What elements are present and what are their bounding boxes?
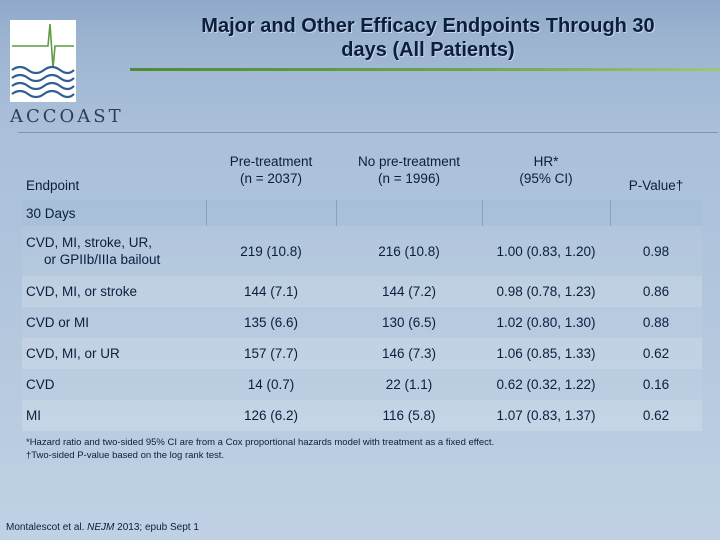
section-label: 30 Days: [26, 205, 76, 221]
title-line-1: Major and Other Efficacy Endpoints Throu…: [201, 15, 655, 37]
endpoint-cell: CVD or MI: [26, 315, 90, 330]
footnotes: *Hazard ratio and two-sided 95% CI are f…: [26, 436, 666, 462]
endpoint-cell: CVD, MI, stroke, UR, or GPIIb/IIIa bailo…: [22, 226, 206, 276]
section-empty-cell: [335, 200, 482, 226]
no-pre-treatment-cell: 22 (1.1): [385, 377, 433, 392]
header-nopre-line1: No pre-treatment: [357, 154, 461, 169]
endpoint-cell: CVD: [26, 377, 55, 392]
endpoint-cell: MI: [26, 408, 41, 423]
p-value-cell: 0.16: [642, 377, 670, 392]
header-hr-line1: HR*: [533, 154, 559, 169]
endpoint-cell: CVD, MI, or UR: [26, 346, 120, 361]
p-value-cell: 0.86: [642, 284, 670, 299]
endpoint-cell: CVD, MI, or stroke: [26, 284, 138, 299]
pre-treatment-cell: 219 (10.8): [240, 243, 302, 259]
citation-authors: Montalescot et al.: [6, 522, 88, 533]
no-pre-treatment-cell: 216 (10.8): [378, 243, 440, 259]
p-value-cell: 0.88: [642, 315, 670, 330]
table-row: CVD, MI, or stroke 144 (7.1) 144 (7.2) 0…: [22, 276, 702, 307]
endpoint-line1: CVD, MI, stroke, UR,: [26, 235, 153, 250]
hazard-ratio-cell: 1.02 (0.80, 1.30): [496, 315, 596, 330]
header-hazard-ratio: HR* (95% CI): [482, 140, 610, 200]
table-row: CVD 14 (0.7) 22 (1.1) 0.62 (0.32, 1.22) …: [22, 369, 702, 400]
title-line-2: days (All Patients): [341, 39, 515, 61]
pre-treatment-cell: 14 (0.7): [247, 377, 295, 392]
no-pre-treatment-cell: 146 (7.3): [381, 346, 437, 361]
footnote-hazard-ratio: *Hazard ratio and two-sided 95% CI are f…: [26, 437, 495, 448]
hazard-ratio-cell: 0.98 (0.78, 1.23): [496, 284, 596, 299]
hazard-ratio-cell: 1.06 (0.85, 1.33): [496, 346, 596, 361]
no-pre-treatment-cell: 130 (6.5): [381, 315, 437, 330]
header-pre-line2: (n = 2037): [240, 171, 302, 186]
page-title: Major and Other Efficacy Endpoints Throu…: [148, 14, 708, 62]
header-p-value: P-Value†: [628, 178, 684, 193]
section-empty-cell: [205, 200, 336, 226]
citation: Montalescot et al. NEJM 2013; epub Sept …: [6, 522, 199, 533]
p-value-cell: 0.62: [642, 408, 670, 423]
pre-treatment-cell: 144 (7.1): [243, 284, 299, 299]
pre-treatment-cell: 126 (6.2): [243, 408, 299, 423]
table-header-row: Endpoint Pre-treatment (n = 2037) No pre…: [22, 140, 702, 200]
title-underline: [130, 68, 720, 71]
logo-text: ACCOAST: [10, 106, 124, 127]
hazard-ratio-cell: 0.62 (0.32, 1.22): [496, 377, 596, 392]
citation-journal: NEJM: [87, 522, 115, 533]
endpoint-line2: or GPIIb/IIIa bailout: [44, 252, 161, 267]
p-value-cell: 0.62: [642, 346, 670, 361]
table-row: MI 126 (6.2) 116 (5.8) 1.07 (0.83, 1.37)…: [22, 400, 702, 431]
ecg-wave-icon: [11, 23, 75, 99]
header-endpoint: Endpoint: [26, 178, 80, 193]
table-row: CVD, MI, or UR 157 (7.7) 146 (7.3) 1.06 …: [22, 338, 702, 369]
hazard-ratio-cell: 1.07 (0.83, 1.37): [496, 408, 596, 423]
table-row: CVD or MI 135 (6.6) 130 (6.5) 1.02 (0.80…: [22, 307, 702, 338]
endpoints-table: Endpoint Pre-treatment (n = 2037) No pre…: [22, 140, 702, 431]
footnote-p-value: †Two-sided P-value based on the log rank…: [26, 450, 225, 461]
header-separator: [18, 132, 718, 133]
accoast-logo: ACCOAST: [4, 20, 126, 127]
section-row-30-days: 30 Days: [22, 200, 702, 226]
hazard-ratio-cell: 1.00 (0.83, 1.20): [496, 243, 596, 259]
no-pre-treatment-cell: 144 (7.2): [381, 284, 437, 299]
header-nopre-line2: (n = 1996): [378, 171, 440, 186]
pre-treatment-cell: 135 (6.6): [243, 315, 299, 330]
logo-box: [10, 20, 76, 102]
header-hr-line2: (95% CI): [519, 171, 573, 186]
header-pre-line1: Pre-treatment: [229, 154, 313, 169]
header-no-pre-treatment: No pre-treatment (n = 1996): [336, 140, 482, 200]
citation-date: 2013; epub Sept 1: [114, 522, 199, 533]
no-pre-treatment-cell: 116 (5.8): [382, 408, 436, 423]
table-row: CVD, MI, stroke, UR, or GPIIb/IIIa bailo…: [22, 226, 702, 276]
p-value-cell: 0.98: [642, 243, 670, 259]
section-empty-cell: [481, 200, 610, 226]
header-pre-treatment: Pre-treatment (n = 2037): [206, 140, 336, 200]
pre-treatment-cell: 157 (7.7): [243, 346, 299, 361]
section-empty-cell: [609, 200, 702, 226]
